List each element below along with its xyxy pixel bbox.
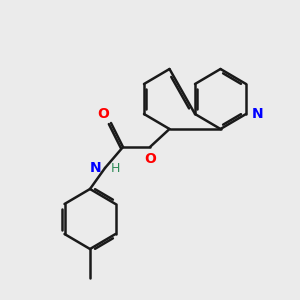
- Text: N: N: [90, 161, 101, 175]
- Text: H: H: [110, 161, 120, 175]
- Text: O: O: [144, 152, 156, 167]
- Text: N: N: [251, 107, 263, 121]
- Text: O: O: [98, 107, 110, 122]
